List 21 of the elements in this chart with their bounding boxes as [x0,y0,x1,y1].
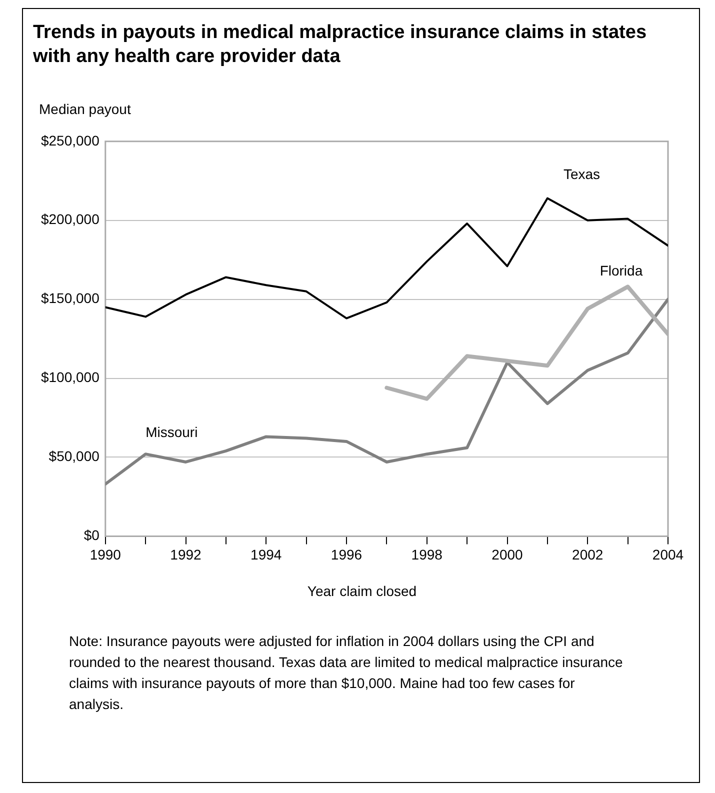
chart-title: Trends in payouts in medical malpractice insurance claims in states with any health care provider data [33,21,648,69]
y-tick-label: $150,000 [40,290,100,306]
y-tick-label: $0 [84,527,100,544]
x-tick-label: 1992 [170,546,202,562]
x-tick-label: 1994 [250,546,282,562]
x-tick-label: 1990 [90,546,122,562]
x-tick-label: 2000 [492,546,524,562]
x-tick-label: 1996 [330,546,362,562]
y-tick-label: $250,000 [40,132,100,148]
series-label: Florida [600,262,643,279]
y-tick-label: $100,000 [40,369,100,386]
x-axis-title: Year claim closed [306,583,418,599]
y-tick-label: $50,000 [48,448,100,464]
x-tick-label: 2004 [652,546,684,562]
x-tick-label: 2002 [572,546,604,562]
series-label: Texas [563,166,600,182]
y-axis-title: Median payout [39,101,131,117]
series-label: Missouri [146,424,198,440]
text: Note: Insurance payouts were adjusted for inflation in 2004 dollars using the CPI and rounded to the nearest thousand. Texas data are limited to medical malpractice insurance claims with insurance payouts of more than $10,000. Maine had too few cases for analysis. [69,632,624,714]
x-tick-label: 1998 [411,546,443,562]
y-tick-label: $200,000 [40,211,100,228]
